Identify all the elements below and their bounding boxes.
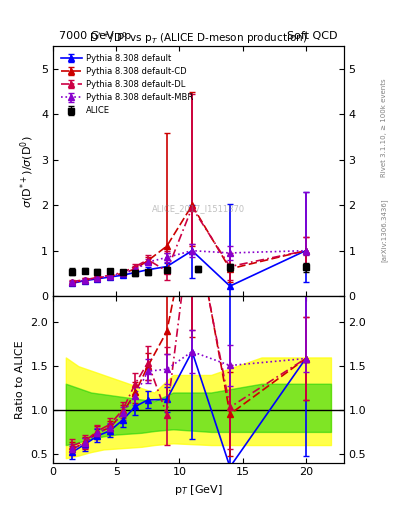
- X-axis label: p$_T$ [GeV]: p$_T$ [GeV]: [174, 483, 223, 497]
- Y-axis label: Ratio to ALICE: Ratio to ALICE: [15, 340, 25, 419]
- Text: ALICE_2017_I1511870: ALICE_2017_I1511870: [152, 204, 245, 213]
- Y-axis label: $\sigma$(D$^{*+}$)/$\sigma$(D$^0$): $\sigma$(D$^{*+}$)/$\sigma$(D$^0$): [18, 135, 36, 207]
- Text: [arXiv:1306.3436]: [arXiv:1306.3436]: [380, 199, 387, 262]
- Text: 7000 GeV pp: 7000 GeV pp: [59, 31, 131, 41]
- Title: D$^{*+}$/D$^0$ vs p$_T$ (ALICE D-meson production): D$^{*+}$/D$^0$ vs p$_T$ (ALICE D-meson p…: [89, 30, 307, 46]
- Text: Soft QCD: Soft QCD: [287, 31, 338, 41]
- Legend: Pythia 8.308 default, Pythia 8.308 default-CD, Pythia 8.308 default-DL, Pythia 8: Pythia 8.308 default, Pythia 8.308 defau…: [57, 51, 196, 119]
- Text: Rivet 3.1.10, ≥ 100k events: Rivet 3.1.10, ≥ 100k events: [381, 79, 387, 177]
